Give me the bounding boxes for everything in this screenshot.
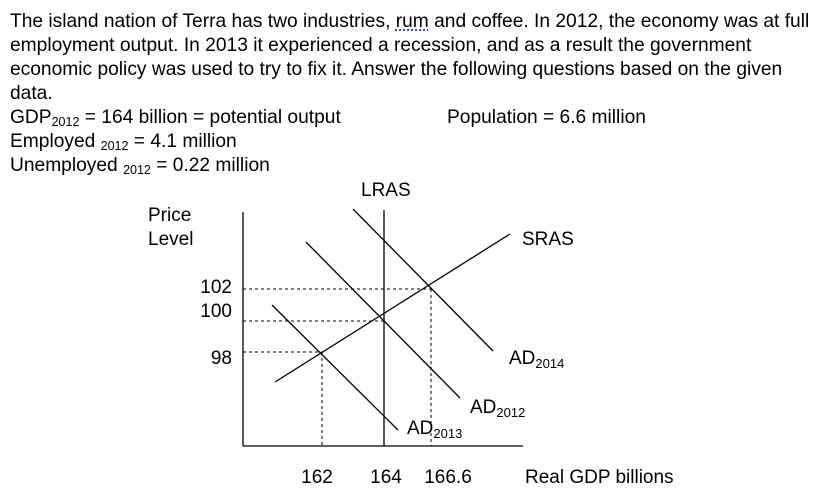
y-tick-100: 100 [200,301,232,322]
ad2014-line [352,208,494,352]
population-fact: Population = 6.6 million [447,107,646,128]
sras-line [274,233,511,383]
ylabel-line1: Price [148,205,191,226]
employed-fact: Employed 2012 = 4.1 million [10,131,237,153]
lras-label: LRAS [361,180,411,201]
xlabel: Real GDP billions [525,467,674,488]
y-tick-98: 98 [211,348,232,369]
ad2012-line [305,241,461,399]
intro-paragraph: The island nation of Terra has two indus… [10,10,815,106]
intro-text-1: The island nation of Terra has two indus… [10,11,396,32]
gdp-fact: GDP2012 = 164 billion = potential output [10,107,341,129]
ad2014-label: AD2014 [509,348,564,371]
x-tick-166-6: 166.6 [424,467,472,488]
ad2013-label: AD2013 [407,418,462,441]
ad2012-label: AD2012 [470,397,525,420]
y-tick-102: 102 [200,277,232,298]
spellcheck-word: rum [395,11,429,32]
unemployed-fact: Unemployed 2012 = 0.22 million [10,155,270,177]
ad2013-line [271,304,399,431]
sras-label: SRAS [522,229,574,250]
ylabel-line2: Level [148,229,193,250]
x-tick-164: 164 [370,467,402,488]
intro-text-2: and coffee. In 2012, the economy was at … [10,11,810,104]
x-tick-162: 162 [301,467,333,488]
